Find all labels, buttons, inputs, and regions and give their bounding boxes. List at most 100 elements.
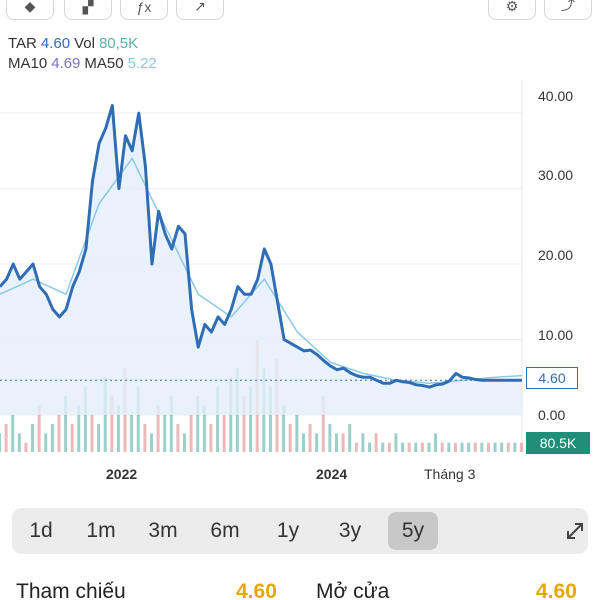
volume-bar xyxy=(321,396,325,452)
volume-bar xyxy=(500,442,504,452)
volume-bar xyxy=(434,433,438,452)
volume-bar xyxy=(420,442,424,452)
volume-bar xyxy=(374,433,378,452)
volume-bar xyxy=(70,424,74,452)
legend-ma10: 4.69 xyxy=(51,55,81,72)
volume-bar xyxy=(149,433,153,452)
volume-bar xyxy=(4,424,8,452)
settings-icon[interactable]: ⚙ xyxy=(488,0,536,20)
volume-bar xyxy=(209,424,213,452)
volume-bar xyxy=(315,433,319,452)
x-label-2024: 2024 xyxy=(316,466,348,482)
volume-bar xyxy=(381,442,385,452)
range-5y-button[interactable]: 5y xyxy=(388,512,438,550)
volume-bar xyxy=(64,396,68,452)
volume-bar xyxy=(97,424,101,452)
y-tick-label: 0.00 xyxy=(538,407,566,423)
legend-ma50: 5.22 xyxy=(127,55,157,72)
volume-bar xyxy=(268,386,272,452)
volume-bar xyxy=(328,424,332,452)
y-tick-label: 10.00 xyxy=(538,327,574,343)
y-tick-label: 30.00 xyxy=(538,167,574,183)
volume-bar xyxy=(130,414,134,452)
volume-bar xyxy=(301,433,305,452)
legend-volume: 80,5K xyxy=(98,35,139,52)
current-volume-tag: 80.5K xyxy=(526,432,590,454)
volume-bar xyxy=(83,386,87,452)
expand-icon[interactable] xyxy=(558,512,592,550)
price-line xyxy=(0,104,522,389)
volume-bar xyxy=(176,424,180,452)
y-tick-label: 40.00 xyxy=(538,88,574,104)
volume-bar xyxy=(308,424,312,452)
expand-arrows-icon xyxy=(567,523,583,539)
settings-glyph: ⚙ xyxy=(505,0,519,14)
range-3m-button[interactable]: 3m xyxy=(148,519,178,542)
current-price-tag: 4.60 xyxy=(526,367,578,389)
volume-bar xyxy=(44,433,48,452)
ref-price-label: Tham chiếu xyxy=(16,580,126,600)
volume-bar xyxy=(453,442,457,452)
volume-bar xyxy=(427,442,431,452)
volume-bar xyxy=(341,433,345,452)
volume-bar xyxy=(37,405,41,452)
volume-bar xyxy=(116,405,120,452)
price-chart[interactable] xyxy=(0,80,600,460)
range-1m-button[interactable]: 1m xyxy=(86,519,116,542)
volume-bar xyxy=(196,396,200,452)
range-1y-button[interactable]: 1y xyxy=(276,519,300,542)
volume-bar xyxy=(50,424,54,452)
shape-icon[interactable]: ◆ xyxy=(6,0,54,20)
volume-bar xyxy=(520,442,523,452)
legend-ma10-label: MA10 xyxy=(8,55,48,72)
volume-bar xyxy=(249,386,253,452)
volume-bar xyxy=(460,442,464,452)
open-price-label: Mở cửa xyxy=(316,580,390,600)
volume-bar xyxy=(183,433,187,452)
volume-bar xyxy=(288,424,292,452)
volume-bar xyxy=(222,414,226,452)
function-icon[interactable]: ƒx xyxy=(120,0,168,20)
function-glyph: ƒx xyxy=(136,0,152,15)
volume-bar xyxy=(189,414,193,452)
volume-bar xyxy=(242,396,246,452)
volume-bar xyxy=(90,414,94,452)
gradient-glyph: ▞ xyxy=(82,0,94,14)
legend-ma50-label: MA50 xyxy=(84,55,124,72)
share-icon[interactable]: ⤴ xyxy=(544,0,592,20)
range-6m-button[interactable]: 6m xyxy=(210,519,240,542)
legend-symbol: TAR xyxy=(8,35,37,52)
gradient-icon[interactable]: ▞ xyxy=(64,0,112,20)
volume-bar xyxy=(447,442,451,452)
volume-bar xyxy=(467,442,471,452)
volume-bar xyxy=(110,396,114,452)
range-selector: 1d 1m 3m 6m 1y 3y 5y xyxy=(12,508,588,554)
volume-bar xyxy=(0,433,1,452)
volume-bar xyxy=(216,386,220,452)
volume-bar xyxy=(486,442,490,452)
indicator-glyph: ↗ xyxy=(194,0,206,14)
range-1d-button[interactable]: 1d xyxy=(29,519,53,542)
volume-bar xyxy=(202,405,206,452)
volume-bar xyxy=(513,442,517,452)
volume-bar xyxy=(368,442,372,452)
volume-bar xyxy=(361,433,365,452)
range-3y-button[interactable]: 3y xyxy=(338,519,362,542)
volume-bar xyxy=(169,396,173,452)
volume-bar xyxy=(57,414,61,452)
shape-glyph: ◆ xyxy=(24,0,36,14)
legend-price: 4.60 xyxy=(40,35,71,52)
volume-bar xyxy=(493,442,497,452)
indicator-icon[interactable]: ↗ xyxy=(176,0,224,20)
volume-bar xyxy=(401,442,405,452)
stats-row: Tham chiếu 4.60 Mở cửa 4.60 xyxy=(0,574,600,600)
x-label-month: Tháng 3 xyxy=(424,466,476,482)
chart-legend: TAR 4.60 Vol 80,5K MA10 4.69 MA50 5.22 xyxy=(8,34,161,74)
ref-price-value: 4.60 xyxy=(236,580,277,600)
volume-bar xyxy=(414,442,418,452)
volume-bar xyxy=(31,424,35,452)
volume-bar xyxy=(156,405,160,452)
price-area xyxy=(0,105,522,416)
volume-bar xyxy=(163,414,167,452)
volume-bar xyxy=(440,442,444,452)
